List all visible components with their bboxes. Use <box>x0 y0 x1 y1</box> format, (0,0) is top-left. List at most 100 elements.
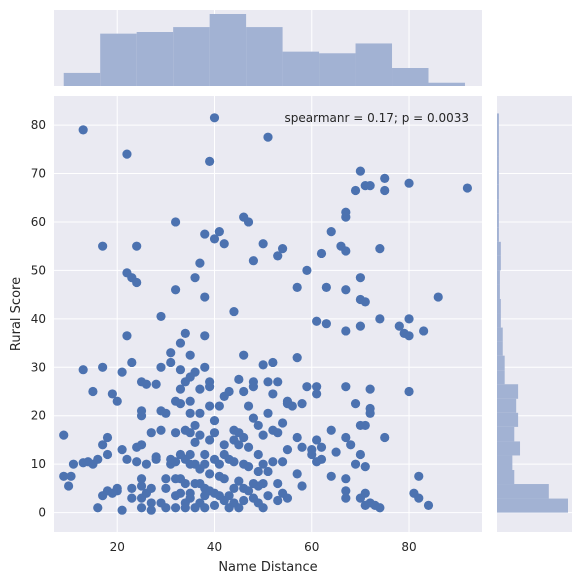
right-hist-bar <box>497 341 503 356</box>
scatter-point <box>302 265 312 275</box>
scatter-point <box>239 350 249 360</box>
right-hist-bar <box>497 113 499 128</box>
scatter-point <box>214 227 224 237</box>
scatter-point <box>326 425 336 435</box>
scatter-point <box>341 486 351 496</box>
scatter-point <box>185 428 195 438</box>
right-hist-bar <box>497 270 500 285</box>
scatter-point <box>263 408 273 418</box>
scatter-point <box>316 442 327 452</box>
scatter-point <box>117 445 127 455</box>
scatter-point <box>166 357 176 368</box>
scatter-point <box>326 471 336 481</box>
scatter-point <box>277 418 288 428</box>
scatter-point <box>219 474 229 484</box>
right-hist-bar <box>497 370 505 385</box>
top-hist-bar <box>209 14 247 86</box>
scatter-point <box>346 440 356 450</box>
scatter-point <box>214 401 224 411</box>
scatter-point <box>200 229 210 239</box>
scatter-point <box>341 326 351 336</box>
scatter-point <box>414 471 424 481</box>
scatter-point <box>190 367 200 377</box>
scatter-point <box>170 457 181 467</box>
scatter-point <box>195 384 205 394</box>
scatter-point <box>88 386 98 397</box>
scatter-point <box>263 466 273 477</box>
right-hist-bar <box>497 355 505 371</box>
scatter-point <box>93 503 103 513</box>
scatter-point <box>239 386 249 397</box>
scatter-point <box>248 413 259 423</box>
top-marginal-histogram <box>63 14 465 86</box>
x-tick-label: 80 <box>401 540 416 554</box>
scatter-point <box>224 386 234 397</box>
scatter-point <box>170 503 181 513</box>
scatter-point <box>98 241 108 251</box>
scatter-point <box>365 408 375 418</box>
scatter-point <box>253 449 263 460</box>
scatter-point <box>146 505 156 515</box>
right-hist-bar <box>497 498 568 513</box>
scatter-point <box>263 491 273 501</box>
scatter-point <box>380 185 390 196</box>
scatter-point <box>243 217 254 227</box>
scatter-point <box>170 428 181 438</box>
scatter-point <box>122 331 132 341</box>
scatter-point <box>175 365 186 375</box>
top-hist-bar <box>173 27 210 86</box>
scatter-point <box>462 183 473 193</box>
scatter-point <box>287 401 297 411</box>
right-hist-bar <box>497 227 499 242</box>
scatter-point <box>68 459 79 469</box>
scatter-point <box>341 212 351 222</box>
scatter-point <box>78 125 88 135</box>
scatter-point <box>136 411 147 421</box>
scatter-point <box>419 326 429 336</box>
right-hist-bar <box>497 441 521 456</box>
scatter-point <box>312 389 322 399</box>
scatter-point <box>297 442 307 452</box>
scatter-point <box>341 432 351 443</box>
right-hist-bar <box>497 398 517 413</box>
scatter-point <box>273 428 283 438</box>
right-hist-bar <box>497 469 515 485</box>
top-hist-bar <box>63 72 101 86</box>
scatter-point <box>190 420 200 431</box>
scatter-point <box>161 474 171 484</box>
scatter-point <box>273 377 283 387</box>
scatter-point <box>170 217 181 227</box>
scatter-point <box>360 488 370 498</box>
y-tick-label: 80 <box>31 118 46 132</box>
scatter-point <box>205 435 215 445</box>
scatter-point <box>404 178 414 188</box>
top-hist-bar <box>282 51 320 86</box>
scatter-point <box>263 377 273 387</box>
scatter-point <box>292 353 302 363</box>
scatter-point <box>229 483 239 493</box>
scatter-point <box>234 440 244 450</box>
right-hist-bar <box>497 156 499 171</box>
scatter-point <box>209 415 220 426</box>
right-hist-bar <box>497 412 519 427</box>
scatter-point <box>277 457 288 467</box>
scatter-point <box>312 316 322 326</box>
scatter-point <box>273 251 283 261</box>
scatter-point <box>219 440 229 450</box>
top-hist-bar <box>136 32 174 86</box>
scatter-point <box>331 447 341 457</box>
right-hist-bar <box>497 255 501 271</box>
scatter-point <box>195 408 205 418</box>
scatter-point <box>102 432 113 443</box>
scatter-point <box>394 321 404 331</box>
right-hist-bar <box>497 142 499 157</box>
scatter-point <box>297 481 307 491</box>
scatter-point <box>132 241 142 251</box>
scatter-point <box>248 382 259 392</box>
scatter-point <box>190 273 200 283</box>
right-hist-bar <box>497 213 499 228</box>
scatter-point <box>258 239 268 249</box>
scatter-point <box>229 306 239 317</box>
right-hist-bar <box>497 484 549 499</box>
scatter-point <box>263 132 273 142</box>
